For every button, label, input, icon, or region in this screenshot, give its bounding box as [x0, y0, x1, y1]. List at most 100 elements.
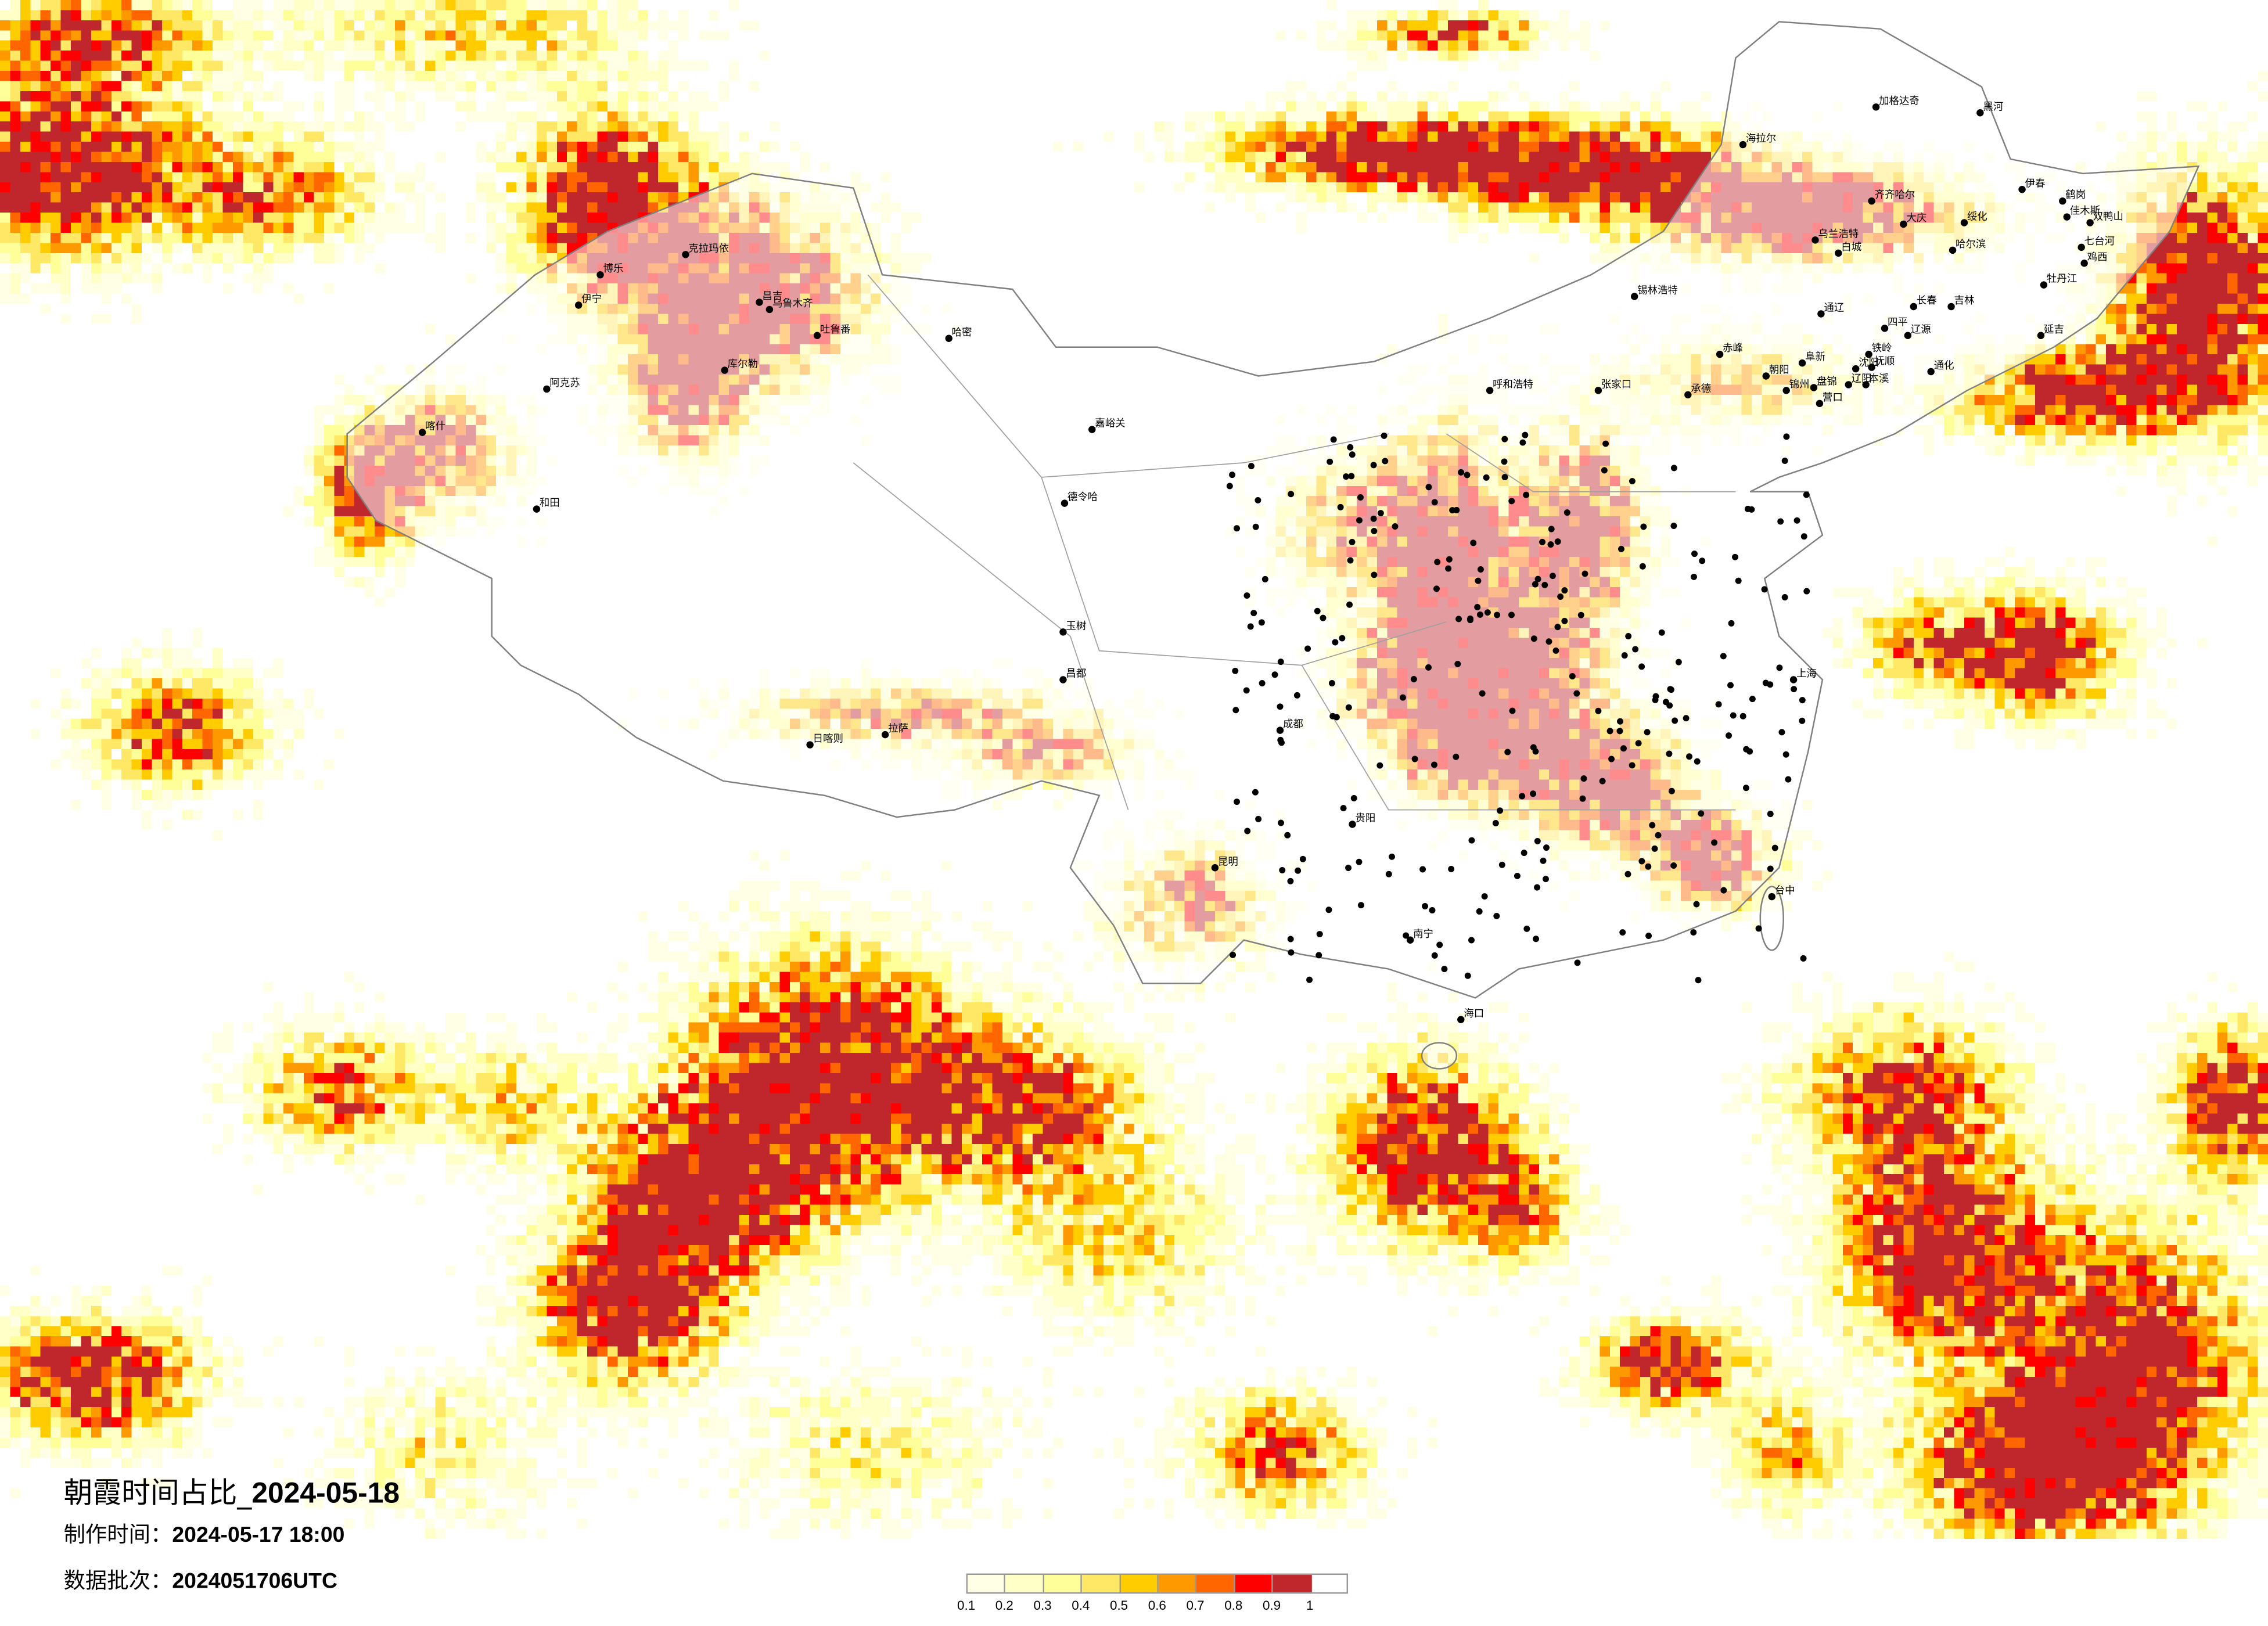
- city-label: 和田: [540, 498, 560, 509]
- station-marker: [1277, 659, 1284, 665]
- station-marker: [1621, 652, 1628, 659]
- city-marker: [881, 731, 889, 739]
- city-label: 日喀则: [813, 733, 843, 745]
- station-marker: [1403, 932, 1410, 939]
- station-marker: [1670, 523, 1677, 529]
- station-marker: [1329, 713, 1336, 720]
- city-label: 台中: [1775, 885, 1795, 897]
- station-marker: [1392, 523, 1399, 530]
- station-marker: [1325, 906, 1332, 913]
- station-marker: [1532, 581, 1539, 588]
- city-marker: [1088, 426, 1096, 433]
- city-label: 伊春: [2025, 178, 2046, 189]
- station-marker: [1470, 539, 1477, 546]
- station-marker: [1348, 473, 1355, 480]
- station-marker: [1683, 715, 1690, 722]
- production-time-value: 2024-05-17 18:00: [172, 1523, 345, 1548]
- city-label: 喀什: [425, 421, 445, 433]
- station-marker: [1543, 876, 1549, 883]
- station-marker: [1782, 751, 1789, 758]
- station-marker: [1744, 505, 1751, 512]
- city-label: 锦州: [1789, 379, 1810, 390]
- station-marker: [1800, 533, 1807, 540]
- station-marker: [1726, 732, 1733, 739]
- station-marker: [1727, 682, 1734, 689]
- station-marker: [1243, 687, 1250, 694]
- province-border: [1446, 433, 1736, 492]
- station-marker: [1476, 611, 1483, 618]
- station-marker: [1328, 679, 1335, 686]
- station-marker: [1523, 491, 1530, 498]
- production-time: 制作时间：2024-05-17 18:00: [64, 1519, 345, 1549]
- city-label: 绥化: [1967, 211, 1987, 223]
- legend-color-bar: [966, 1573, 1349, 1594]
- station-marker: [1350, 794, 1357, 801]
- station-marker: [1229, 472, 1236, 479]
- station-marker: [1545, 638, 1552, 645]
- station-marker: [1533, 936, 1540, 942]
- city-marker: [1904, 332, 1912, 339]
- station-marker: [1277, 703, 1284, 710]
- station-marker: [1606, 728, 1613, 735]
- city-marker: [1900, 220, 1907, 228]
- station-marker: [1255, 815, 1262, 822]
- station-marker: [1258, 619, 1265, 626]
- station-marker: [1483, 474, 1490, 481]
- station-marker: [1554, 538, 1561, 545]
- city-label: 昆明: [1218, 856, 1238, 868]
- station-marker: [1608, 756, 1615, 762]
- legend-swatch: [1005, 1575, 1044, 1592]
- hainan-outline: [1421, 1042, 1458, 1070]
- station-marker: [1243, 592, 1250, 599]
- station-marker: [1695, 977, 1702, 984]
- station-marker: [1349, 538, 1356, 545]
- station-marker: [1534, 837, 1541, 844]
- station-marker: [1579, 795, 1586, 802]
- city-label: 四平: [1888, 316, 1908, 328]
- city-marker: [813, 332, 821, 339]
- legend-swatch: [1120, 1575, 1159, 1592]
- city-label: 海拉尔: [1746, 133, 1776, 145]
- title-prefix: 朝霞时间占比_: [63, 1475, 252, 1510]
- station-marker: [1377, 510, 1384, 517]
- station-marker: [1632, 646, 1639, 653]
- station-marker: [1670, 862, 1677, 869]
- station-marker: [1411, 756, 1418, 762]
- station-marker: [1781, 594, 1788, 601]
- station-marker: [1651, 845, 1658, 852]
- city-marker: [1865, 350, 1872, 358]
- station-marker: [1624, 870, 1631, 877]
- station-marker: [1616, 728, 1623, 735]
- legend-swatch: [1082, 1575, 1120, 1592]
- city-label: 上海: [1796, 668, 1817, 680]
- city-marker: [1594, 387, 1602, 394]
- station-marker: [1675, 659, 1682, 665]
- city-marker: [2018, 186, 2026, 193]
- station-marker: [1514, 872, 1521, 879]
- city-label: 海口: [1464, 1008, 1484, 1020]
- data-batch-label: 数据批次：: [63, 1567, 172, 1594]
- city-label: 张家口: [1601, 379, 1631, 390]
- station-marker: [1345, 865, 1352, 871]
- station-marker: [1799, 697, 1806, 704]
- station-marker: [1767, 865, 1774, 872]
- station-marker: [1530, 790, 1537, 797]
- city-marker: [756, 298, 763, 306]
- city-marker: [1739, 141, 1747, 149]
- station-marker: [1347, 557, 1354, 564]
- station-marker: [1762, 679, 1769, 686]
- station-marker: [1419, 866, 1426, 873]
- station-marker: [1278, 819, 1284, 826]
- station-marker: [1441, 966, 1448, 973]
- city-label: 呼和浩特: [1493, 379, 1533, 390]
- station-marker: [1539, 538, 1545, 545]
- station-marker: [1777, 518, 1784, 525]
- station-marker: [1509, 707, 1516, 714]
- station-marker: [1557, 593, 1564, 600]
- station-marker: [1582, 570, 1588, 577]
- city-marker: [2040, 281, 2048, 289]
- city-marker: [1630, 293, 1638, 300]
- station-marker: [1785, 776, 1792, 783]
- legend-swatch: [1235, 1575, 1273, 1592]
